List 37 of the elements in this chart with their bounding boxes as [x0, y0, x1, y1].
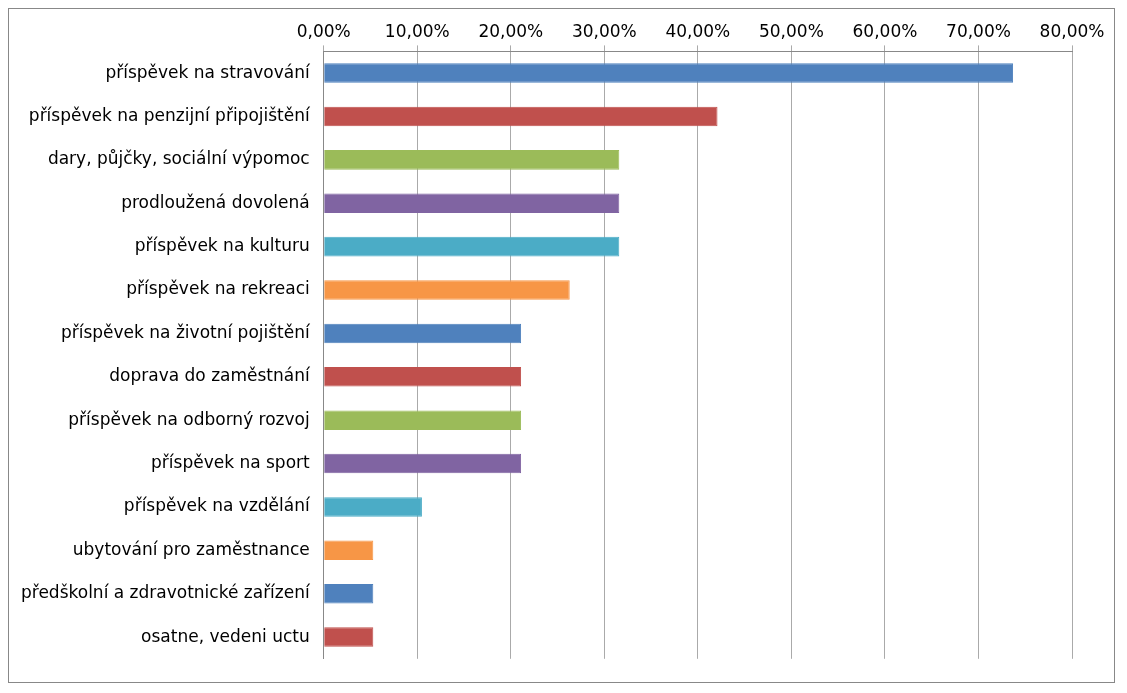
y-tick-label: prodloužená dovolená [121, 191, 310, 212]
x-tick-label: 20,00% [478, 20, 544, 41]
bar [324, 540, 374, 561]
bar [324, 323, 522, 344]
x-tick-label: 80,00% [1039, 20, 1105, 41]
x-tick-label: 30,00% [571, 20, 637, 41]
y-tick-label: příspěvek na stravování [105, 61, 311, 82]
bar [324, 63, 1014, 83]
y-tick-label: příspěvek na kulturu [134, 235, 310, 256]
y-tick-label: dary, půjčky, sociální výpomoc [47, 148, 310, 169]
x-tick-label: 70,00% [946, 20, 1011, 41]
y-tick-label: příspěvek na sport [151, 451, 311, 472]
bar [324, 497, 422, 517]
bar [324, 627, 374, 647]
bar [324, 106, 718, 127]
x-tick-label: 60,00% [852, 20, 918, 41]
x-tick-label: 0,00% [296, 20, 351, 41]
x-tick-label: 50,00% [758, 20, 824, 41]
bar [324, 236, 620, 257]
x-tick-label: 10,00% [384, 20, 450, 41]
bar [324, 410, 522, 430]
x-tick-label: 40,00% [665, 20, 731, 41]
y-tick-label: příspěvek na vzdělání [123, 495, 311, 516]
y-tick-label: příspěvek na životní pojištění [60, 321, 311, 342]
y-tick-label: příspěvek na rekreaci [126, 278, 310, 299]
bar [324, 367, 522, 387]
y-tick-label: ubytování pro zaměstnance [72, 538, 310, 559]
y-tick-label: příspěvek na odborný rozvoj [68, 408, 310, 429]
y-tick-label: předškolní a zdravotnické zařízení [20, 582, 311, 603]
bar [324, 280, 570, 300]
y-tick-label: doprava do zaměstnání [109, 365, 311, 386]
bar [324, 583, 374, 604]
bar [324, 193, 620, 214]
y-tick-label: osatne, vedeni uctu [141, 625, 310, 646]
bar [324, 150, 620, 170]
bar [324, 453, 522, 474]
y-tick-label: příspěvek na penzijní připojištění [28, 104, 311, 125]
